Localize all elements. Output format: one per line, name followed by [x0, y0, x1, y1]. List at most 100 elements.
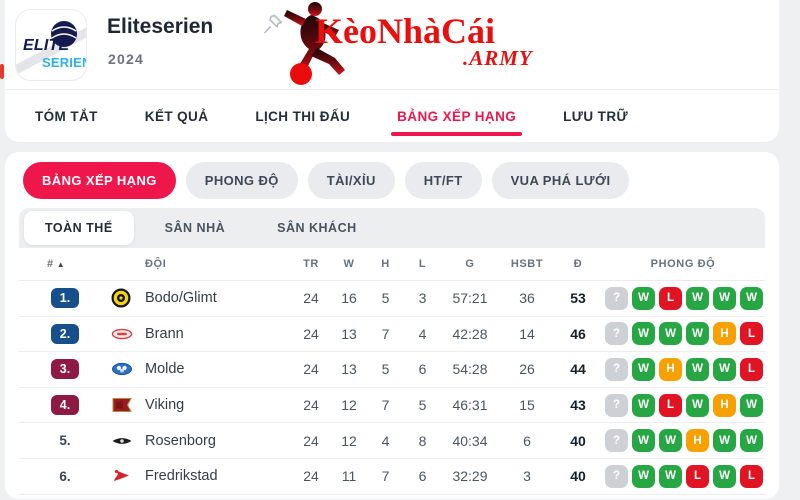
- form-badge-unk[interactable]: ?: [605, 464, 628, 488]
- table-row[interactable]: 6. Fredrikstad 24 11 7 6 32:29 3 40? W W L W L: [19, 458, 765, 495]
- position-badge: 4.: [51, 395, 79, 416]
- form-badge-unk[interactable]: ?: [605, 286, 628, 310]
- points-value: 46: [570, 325, 586, 342]
- table-row[interactable]: 1. Bodo/Glimt 24 16 5 3 57:21 36 53? W L W W W: [19, 281, 765, 317]
- form-badge-win[interactable]: W: [632, 322, 655, 346]
- filter-pill-bar: BẢNG XẾP HẠNG PHONG ĐỘ TÀI/XỈU HT/FT VUA PHÁ…: [19, 162, 765, 199]
- scope-tab-toan-the[interactable]: TOÀN THỂ: [24, 211, 134, 245]
- matches-played-value: 24: [303, 325, 319, 342]
- form-badges: ? W L W W W: [601, 286, 765, 310]
- losses-value: 6: [418, 361, 427, 378]
- form-badge-win[interactable]: W: [632, 464, 655, 488]
- form-badge-win[interactable]: W: [686, 357, 709, 381]
- filter-pill-phong-do[interactable]: PHONG ĐỘ: [185, 162, 298, 199]
- draws-value: 7: [381, 468, 390, 485]
- eliteserien-logo[interactable]: ELITE SERIEN: [15, 9, 87, 81]
- form-badge-win[interactable]: W: [713, 464, 736, 488]
- filter-pill-bang-xep-hang[interactable]: BẢNG XẾP HẠNG: [23, 162, 176, 199]
- form-badge-loss[interactable]: L: [659, 393, 682, 417]
- league-logo-text-bottom: SERIEN: [42, 55, 87, 70]
- football-globe-icon: [49, 19, 79, 54]
- form-badge-win[interactable]: W: [740, 393, 763, 417]
- matches-played-value: 24: [303, 468, 319, 485]
- form-badge-win[interactable]: W: [659, 322, 682, 346]
- form-badge-win[interactable]: W: [740, 429, 763, 453]
- points-value: 44: [570, 361, 586, 378]
- scrollbar-thumb[interactable]: [0, 64, 4, 79]
- form-badge-win[interactable]: W: [686, 393, 709, 417]
- form-badge-win[interactable]: W: [632, 286, 655, 310]
- form-badge-win[interactable]: W: [686, 286, 709, 310]
- nav-tab-ket-qua[interactable]: KẾT QUẢ: [144, 108, 209, 124]
- team-name: Brann: [145, 325, 184, 342]
- form-badge-draw[interactable]: H: [686, 429, 709, 453]
- form-badge-loss[interactable]: L: [740, 322, 763, 346]
- table-row[interactable]: 5. Rosenborg 24 12 4 8 40:34 6 40? W W H W W: [19, 423, 765, 459]
- form-badge-win[interactable]: W: [740, 286, 763, 310]
- form-badge-loss[interactable]: L: [740, 464, 763, 488]
- draws-value: 5: [381, 361, 390, 378]
- form-badge-loss[interactable]: L: [686, 464, 709, 488]
- filter-pill-vua-pha-luoi[interactable]: VUA PHÁ LƯỚI: [491, 162, 630, 199]
- form-badge-draw[interactable]: H: [713, 393, 736, 417]
- scope-tab-san-khach[interactable]: SÂN KHÁCH: [277, 221, 357, 235]
- form-badge-win[interactable]: W: [659, 429, 682, 453]
- form-badge-win[interactable]: W: [632, 393, 655, 417]
- column-header-played: TR: [303, 258, 319, 270]
- form-badge-loss[interactable]: L: [740, 357, 763, 381]
- wins-value: 13: [341, 325, 357, 342]
- nav-tab-luu-tru[interactable]: LƯU TRỮ: [563, 108, 629, 124]
- pin-icon[interactable]: [261, 12, 285, 43]
- nav-tab-lich-thi-dau[interactable]: LỊCH THI ĐẤU: [255, 108, 351, 124]
- page-title: Eliteserien: [107, 15, 214, 38]
- position-badge: 1.: [51, 288, 79, 309]
- form-badge-unk[interactable]: ?: [605, 393, 628, 417]
- matches-played-value: 24: [303, 397, 319, 414]
- form-badge-win[interactable]: W: [686, 322, 709, 346]
- table-header-row: # ▲ ĐỘI TR W H L G HSBT Đ PHONG ĐỘ: [19, 248, 765, 281]
- filter-pill-ht-ft[interactable]: HT/FT: [404, 162, 482, 199]
- table-row[interactable]: 3. Molde 24 13 5 6 54:28 26 44? W H W W L: [19, 352, 765, 388]
- position-badge: 3.: [51, 359, 79, 380]
- nav-tab-bang-xep-hang[interactable]: BẢNG XẾP HẠNG: [391, 90, 523, 142]
- viking-crest-icon: [111, 395, 145, 415]
- form-badge-draw[interactable]: H: [713, 322, 736, 346]
- form-badge-win[interactable]: W: [659, 464, 682, 488]
- column-header-position[interactable]: # ▲: [47, 258, 66, 270]
- draws-value: 5: [381, 290, 390, 307]
- form-badge-unk[interactable]: ?: [605, 357, 628, 381]
- goal-diff-value: 15: [519, 397, 535, 414]
- goal-diff-value: 3: [523, 468, 531, 485]
- scope-tab-san-nha[interactable]: SÂN NHÀ: [164, 221, 226, 235]
- goals-value: 57:21: [452, 290, 488, 307]
- form-badges: ? W H W W L: [601, 357, 765, 381]
- keonhacai-brand-logo[interactable]: KèoNhàCái .ARMY: [255, 0, 555, 88]
- form-badge-win[interactable]: W: [632, 357, 655, 381]
- goal-diff-value: 36: [519, 290, 535, 307]
- form-badge-draw[interactable]: H: [659, 357, 682, 381]
- form-badge-win[interactable]: W: [713, 357, 736, 381]
- table-row[interactable]: 4. Viking 24 12 7 5 46:31 15 43? W L W H W: [19, 387, 765, 424]
- points-value: 40: [570, 468, 586, 485]
- points-value: 53: [570, 290, 586, 307]
- losses-value: 8: [418, 432, 427, 449]
- wins-value: 11: [341, 468, 357, 485]
- losses-value: 3: [418, 290, 427, 307]
- form-badge-loss[interactable]: L: [659, 286, 682, 310]
- wins-value: 16: [341, 290, 357, 307]
- losses-value: 4: [418, 325, 427, 342]
- form-badge-win[interactable]: W: [713, 286, 736, 310]
- goal-diff-value: 14: [519, 325, 535, 342]
- table-row[interactable]: 2. Brann 24 13 7 4 42:28 14 46? W W W H L: [19, 316, 765, 353]
- form-badge-unk[interactable]: ?: [605, 429, 628, 453]
- brann-crest-icon: [111, 324, 145, 344]
- brand-domain-suffix: .ARMY: [463, 46, 533, 70]
- nav-tab-tom-tat[interactable]: TÓM TẮT: [35, 108, 98, 124]
- form-badge-win[interactable]: W: [713, 429, 736, 453]
- form-badge-win[interactable]: W: [632, 429, 655, 453]
- sort-asc-icon: ▲: [56, 260, 66, 269]
- matches-played-value: 24: [303, 432, 319, 449]
- filter-pill-tai-xiu[interactable]: TÀI/XỈU: [307, 162, 395, 199]
- form-badge-unk[interactable]: ?: [605, 322, 628, 346]
- fredrikstad-crest-icon: [111, 466, 145, 486]
